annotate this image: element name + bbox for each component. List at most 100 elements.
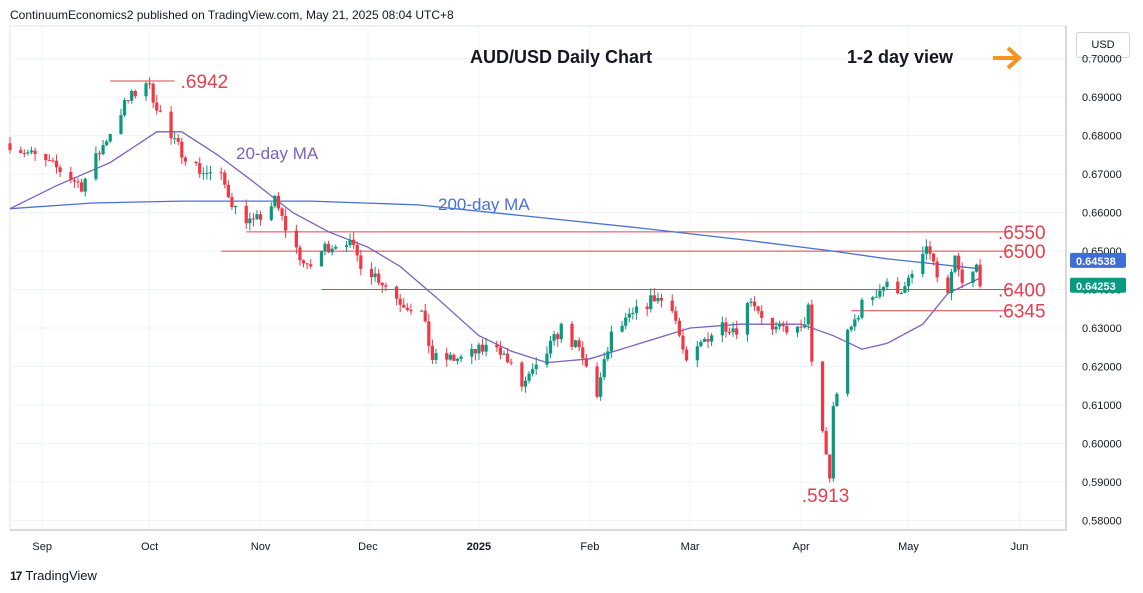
candle-body	[695, 346, 699, 361]
candle-body	[724, 322, 728, 332]
candle-body	[974, 264, 979, 272]
candle-body	[620, 325, 624, 332]
candle-body	[47, 160, 51, 162]
candle-body	[584, 358, 588, 367]
candle-body	[949, 271, 954, 294]
candle-body	[280, 208, 284, 216]
ma20-label: 20-day MA	[236, 144, 319, 163]
candle-body	[921, 253, 925, 275]
candle-body	[427, 321, 431, 346]
candle-body	[251, 218, 256, 220]
candle-body	[609, 331, 613, 352]
candle-body	[226, 184, 230, 198]
candle-body	[330, 248, 334, 253]
candle-body	[735, 328, 739, 335]
candle-body	[731, 328, 735, 333]
currency-selector[interactable]: USD	[1076, 32, 1130, 58]
candle-body	[44, 154, 48, 161]
chart-labels: AUD/USD Daily Chart 1-2 day view 20-day …	[236, 46, 1022, 214]
ma20-line	[9, 131, 981, 364]
grid	[9, 25, 1067, 531]
candle-body	[158, 110, 162, 112]
candle-body	[631, 312, 635, 314]
candle-body	[477, 344, 481, 354]
candle-body	[276, 195, 281, 209]
candle-body	[305, 263, 309, 265]
candle-body	[924, 246, 928, 254]
candle-body	[258, 214, 263, 220]
candle-body	[706, 338, 710, 342]
candle-body	[194, 161, 198, 164]
candle-body	[645, 306, 649, 310]
candle-body	[523, 380, 528, 387]
candle-body	[853, 319, 857, 327]
candle-body	[445, 353, 449, 360]
candle-body	[233, 205, 238, 208]
candle-body	[434, 353, 438, 360]
candle-body	[606, 351, 610, 360]
candle-body	[198, 163, 202, 174]
candle-body	[219, 172, 223, 174]
candle-body	[344, 245, 349, 247]
candle-body	[670, 300, 674, 312]
publisher-line: ContinuumEconomics2 published on Trading…	[10, 8, 454, 22]
x-tick-label: 2025	[467, 541, 491, 553]
candle-body	[702, 338, 707, 342]
candle-body	[301, 260, 306, 264]
tradingview-footer[interactable]: 17 TradingView	[10, 568, 97, 583]
candle-body	[352, 239, 356, 245]
candle-body	[495, 344, 499, 348]
candle-body	[885, 281, 889, 287]
y-tick-label: 0.60000	[1082, 438, 1122, 450]
candle-body	[871, 297, 875, 300]
candle-body	[255, 214, 259, 219]
candle-body	[294, 230, 298, 248]
candle-body	[284, 215, 288, 231]
chart-subtitle: 1-2 day view	[847, 47, 954, 67]
candle-body	[169, 111, 173, 139]
candle-body	[778, 323, 782, 327]
candle-body	[906, 277, 911, 287]
candle-body	[820, 361, 825, 432]
candle-body	[22, 153, 26, 155]
candle-body	[409, 310, 413, 312]
candle-body	[878, 290, 882, 297]
candle-body	[122, 99, 127, 116]
candle-body	[856, 317, 860, 320]
candle-body	[8, 143, 12, 151]
candle-body	[323, 243, 327, 252]
x-tick-label: Sep	[32, 541, 52, 553]
price-tag-label: 0.64538	[1076, 256, 1116, 268]
y-tick-label: 0.66000	[1082, 208, 1122, 220]
price-tag	[1070, 277, 1126, 293]
candle-body	[480, 344, 485, 352]
candle-body	[101, 145, 105, 155]
candle-body	[405, 307, 409, 311]
candle-body	[133, 90, 137, 97]
candle-body	[756, 306, 760, 312]
x-tick-label: Mar	[681, 541, 700, 553]
level-label: .6942	[181, 72, 229, 93]
candle-body	[148, 83, 152, 85]
candle-body	[960, 269, 964, 283]
candle-body	[108, 134, 112, 142]
candle-body	[624, 317, 628, 326]
candle-body	[570, 323, 574, 347]
candle-body	[849, 326, 853, 330]
candle-body	[899, 292, 903, 294]
candle-body	[498, 347, 503, 355]
candle-body	[377, 273, 381, 283]
candles	[8, 77, 982, 483]
candle-body	[831, 406, 835, 479]
candle-body	[835, 393, 839, 407]
candle-body	[931, 253, 936, 262]
candle-body	[144, 83, 148, 97]
candle-body	[559, 323, 563, 340]
candle-body	[76, 181, 80, 183]
candle-body	[824, 431, 828, 455]
candle-body	[244, 205, 248, 224]
candle-body	[79, 182, 84, 192]
candle-body	[176, 138, 180, 142]
candle-body	[684, 349, 689, 361]
